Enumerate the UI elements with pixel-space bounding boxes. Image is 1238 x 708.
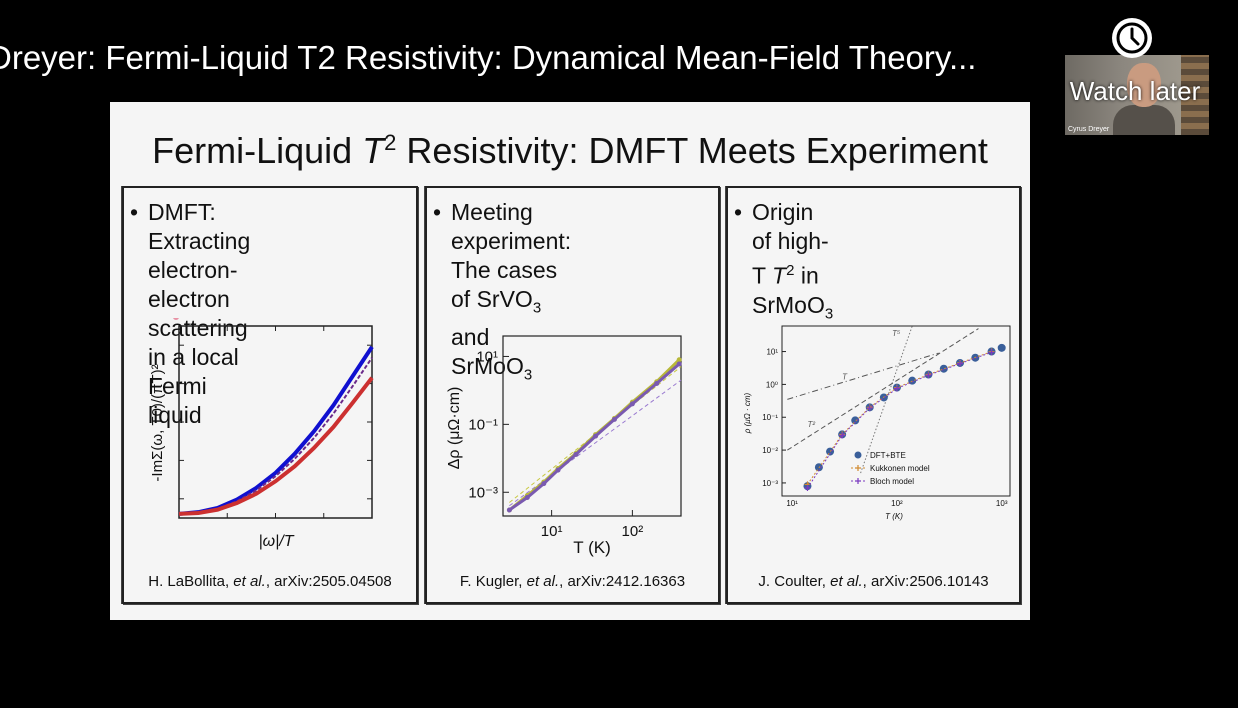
bullet-dmft: • DMFT: Extracting electron-electron sca… [130,199,251,428]
legend-label: DFT+BTE [870,451,906,460]
guide-line [509,379,682,507]
legend-label: Bloch model [870,477,914,486]
guide-annotation: T⁵ [892,329,901,338]
plot-frame [502,335,682,517]
dft-point [939,364,948,373]
x-tick-label: 10² [891,499,903,508]
series-line-red [178,376,374,516]
bullet-line: electron-electron [148,257,238,312]
data-point [593,433,599,439]
model-marker [804,485,811,492]
pointer-dot [173,318,179,320]
citation-coulter: J. Coulter, et al., arXiv:2506.10143 [758,573,989,590]
watch-later-button[interactable]: Watch later [1060,18,1210,108]
y-tick-label: 10¹ [476,348,498,365]
plot-frame [178,325,373,519]
series-line-SrMoO3-data [508,362,681,512]
model-marker [957,360,964,367]
y-tick-label: 10⁻¹ [762,413,778,422]
t2-guide-line [787,328,979,451]
y-tick-label: 10⁰ [766,380,778,389]
data-point [541,481,547,487]
bullet-line: Fermi liquid [148,373,207,428]
dft-point [997,343,1006,352]
presenter-name: Cyrus Dreyer [1068,126,1110,133]
model-marker [925,372,932,379]
presentation-slide: Fermi-Liquid T2 Resistivity: DMFT Meets … [110,102,1030,620]
series-line-purple [178,357,373,515]
x-axis-label: T (K) [885,512,903,521]
bullet-line: scattering in a local [148,315,248,370]
data-point [555,467,561,473]
y-axis-label: Δρ (μΩ·cm) [446,387,463,470]
panel-dmft: • DMFT: Extracting electron-electron sca… [122,186,418,604]
y-tick-label: 10⁻³ [468,484,498,501]
citation-labollita: H. LaBollita, et al., arXiv:2505.04508 [148,573,392,590]
panel-experiment: • Meeting experiment: The cases of SrVO3… [425,186,720,604]
dft-point [851,416,860,425]
model-marker [839,432,846,439]
resistivity-model-chart: ρ (μΩ · cm) T (K) 10¹ 10² 10³ 10¹ 10⁰ 10⁻¹ 10⁻… [743,325,1011,521]
bullet-line: Origin of high-T T2 in [752,199,829,289]
presenter-video-thumbnail: Cyrus Dreyer [1065,55,1209,135]
y-axis-label: -ImΣ(ω, T0)/(πT)² [149,364,166,481]
series-line-blue [178,345,374,516]
panel-origin: • Origin of high-T T2 in SrMoO3 ρ (μΩ · … [726,186,1021,604]
x-tick-label: 10¹ [786,499,798,508]
x-tick-label: 10³ [996,499,1008,508]
data-point [506,507,512,513]
x-tick-label: 10² [622,523,644,540]
bullet-experiment: • Meeting experiment: The cases of SrVO3… [433,198,571,383]
y-tick-label: 10⁻¹ [468,416,498,433]
bullet-line: and SrMoO3 [451,323,533,384]
legend-label: Kukkonen model [870,464,930,473]
self-energy-chart: -ImΣ(ω, T0)/(πT)² |ω|/T [149,318,374,550]
y-tick-label: 10¹ [766,348,778,357]
x-axis-label: T (K) [573,538,610,557]
bullet-line: DMFT: Extracting [148,199,251,254]
x-axis-label: |ω|/T [259,533,295,550]
data-point [629,401,635,407]
legend-marker [855,478,861,484]
data-point [676,357,682,363]
bullet-line: SrMoO3 [752,291,834,323]
guide-line [509,366,682,503]
slide-title: Fermi-Liquid T2 Resistivity: DMFT Meets … [152,130,988,171]
data-point [611,416,617,422]
data-point [524,495,530,501]
presenter-body [1113,105,1175,135]
bullet-line: Meeting experiment: [451,199,572,254]
x-tick-label: 10¹ [541,523,563,540]
model-marker [893,385,900,392]
bookshelf [1181,55,1209,135]
data-point [654,380,660,386]
presenter-head [1127,63,1161,107]
legend-marker [854,451,862,459]
resistivity-experiment-chart: Δρ (μΩ·cm) T (K) 10¹ 10² 10¹ 10⁻¹ 10⁻³ [446,335,682,557]
y-axis-label: ρ (μΩ · cm) [743,392,752,434]
y-tick-label: 10⁻² [762,446,778,455]
bullet-origin: • Origin of high-T T2 in SrMoO3 [734,198,833,322]
legend-marker [855,465,861,471]
data-point [573,451,579,457]
bullet-line: The cases of SrVO3 [451,257,558,317]
dft-point [826,447,835,456]
clock-icon [1112,18,1152,58]
video-title[interactable]: Dreyer: Fermi-Liquid T2 Resistivity: Dyn… [0,39,977,76]
plot-frame [781,325,1011,497]
citation-kugler: F. Kugler, et al., arXiv:2412.16363 [459,573,686,590]
watch-later-label: Watch later [1069,76,1201,106]
model-marker [866,405,873,412]
y-tick-label: 10⁻³ [762,479,778,488]
data-point [676,361,682,367]
model-marker [988,349,995,356]
t-guide-line [787,352,939,400]
guide-annotation: T² [807,420,815,429]
guide-annotation: T [842,373,848,382]
